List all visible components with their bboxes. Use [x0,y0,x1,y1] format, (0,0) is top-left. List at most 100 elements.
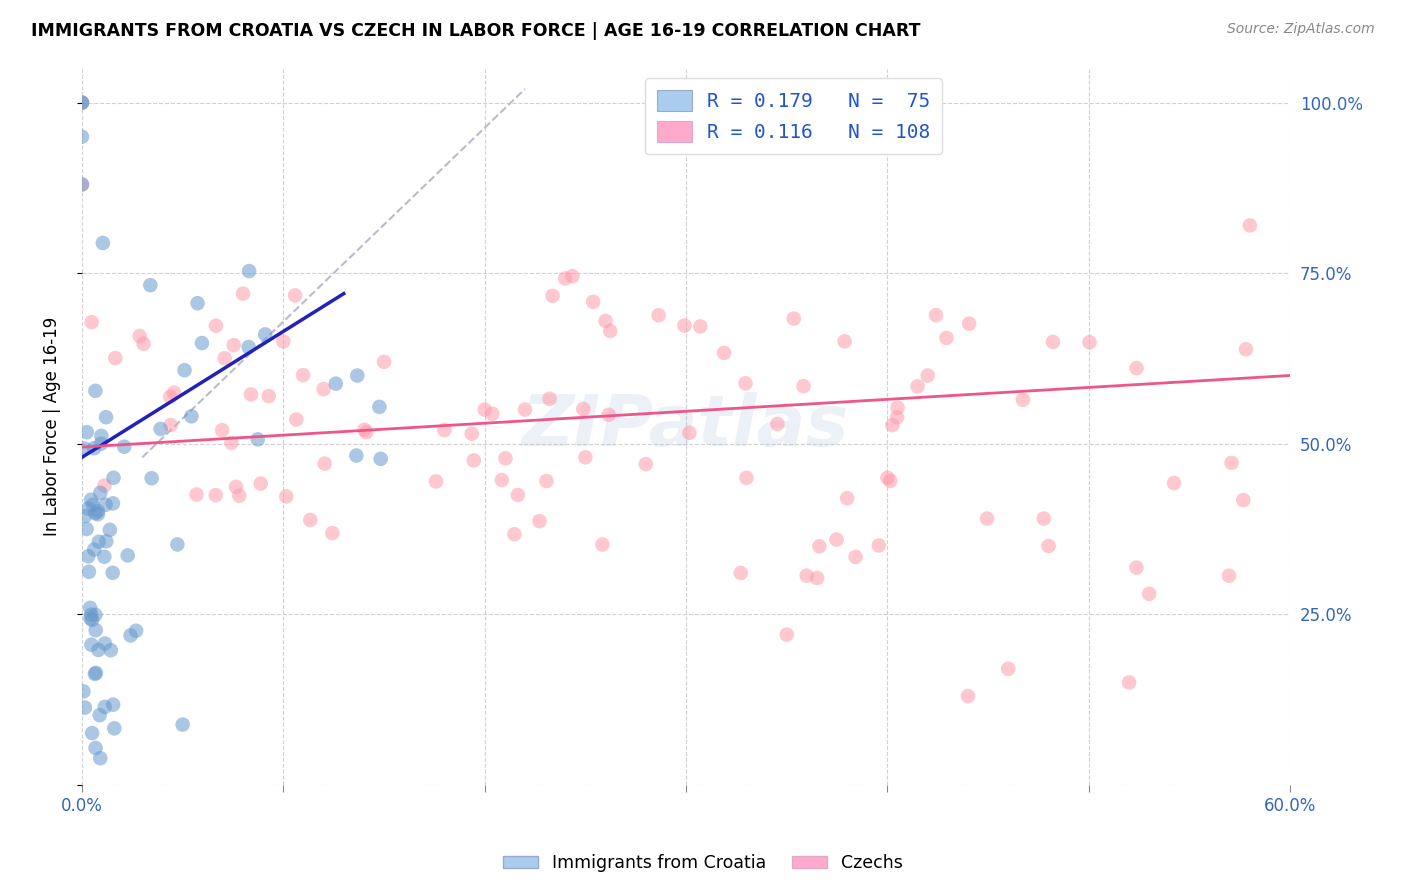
Point [882,418,904,433]
Point [79,611,101,625]
Point [572,401,595,416]
Point [276,490,298,504]
Point [221,436,243,450]
Point [783,311,806,326]
Point [73,509,96,524]
Point [82,498,104,512]
Point [93,549,115,564]
Point [89,751,111,765]
Point [713,346,735,360]
Point [70,129,93,144]
Point [582,294,605,309]
Point [491,473,513,487]
Point [907,379,929,393]
Point [1218,568,1240,582]
Point [84,506,107,520]
Point [238,264,260,278]
Point [536,474,558,488]
Point [214,351,236,366]
Point [370,451,392,466]
Point [103,722,125,736]
Point [83,542,105,557]
Point [94,636,117,650]
Point [139,278,162,293]
Point [228,489,250,503]
Point [868,539,890,553]
Point [89,708,111,723]
Point [730,566,752,580]
Point [474,402,496,417]
Point [187,296,209,310]
Point [87,507,110,521]
Point [90,429,112,443]
Point [844,549,866,564]
Point [101,698,124,712]
Point [180,409,202,424]
Point [82,726,104,740]
Point [344,449,367,463]
Point [1042,334,1064,349]
Point [561,269,583,284]
Point [159,390,181,404]
Point [84,624,107,638]
Point [1012,392,1035,407]
Point [132,336,155,351]
Point [222,338,245,352]
Point [634,457,657,471]
Point [211,423,233,437]
Point [89,486,111,500]
Text: Source: ZipAtlas.com: Source: ZipAtlas.com [1227,22,1375,37]
Point [1234,343,1257,357]
Point [112,440,135,454]
Point [976,511,998,525]
Point [766,417,789,431]
Point [83,667,105,681]
Point [837,491,859,506]
Point [93,478,115,492]
Point [917,368,939,383]
Point [94,699,117,714]
Point [678,425,700,440]
Point [461,426,484,441]
Point [886,410,908,425]
Point [463,453,485,467]
Point [1038,539,1060,553]
Point [76,522,98,536]
Point [273,334,295,349]
Point [1239,219,1261,233]
Point [120,628,142,642]
Point [79,600,101,615]
Point [825,533,848,547]
Point [149,422,172,436]
Point [808,539,831,553]
Point [956,689,979,703]
Point [70,95,93,110]
Point [314,457,336,471]
Point [935,331,957,345]
Point [172,717,194,731]
Point [425,475,447,489]
Point [173,363,195,377]
Point [101,566,124,580]
Point [125,624,148,638]
Point [834,334,856,349]
Point [94,498,117,512]
Point [997,662,1019,676]
Point [84,740,107,755]
Point [879,474,901,488]
Point [285,412,308,426]
Point [503,527,526,541]
Point [166,537,188,551]
Point [84,665,107,680]
Point [73,700,96,714]
Point [84,384,107,398]
Point [70,95,93,110]
Point [356,425,378,439]
Point [205,318,228,333]
Point [886,401,908,415]
Point [554,271,576,285]
Point [72,684,94,698]
Point [76,425,98,439]
Point [796,568,818,582]
Point [191,336,214,351]
